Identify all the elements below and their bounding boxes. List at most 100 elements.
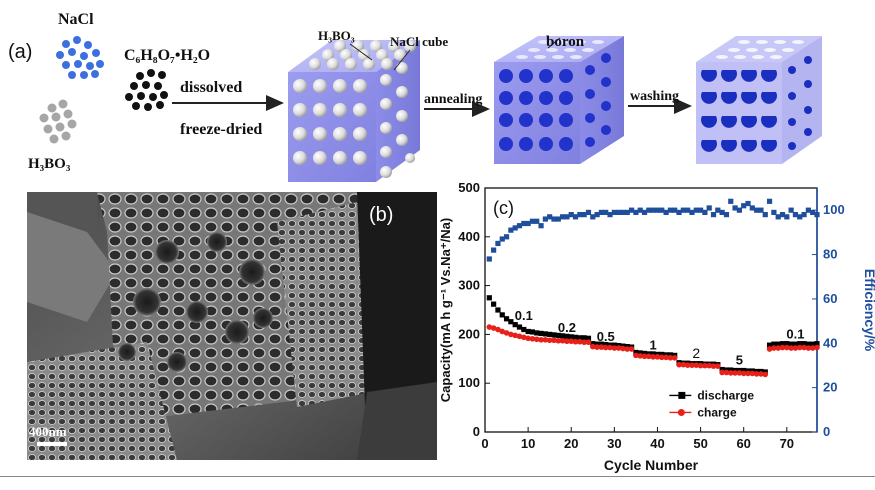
point-charge (533, 336, 540, 343)
point-efficiency (564, 214, 570, 220)
porous-boron-cube (696, 36, 822, 164)
point-charge (602, 344, 609, 351)
point-efficiency (616, 209, 622, 215)
annealing-label: annealing (424, 92, 482, 107)
point-charge (512, 332, 518, 339)
nacl-cube-label: NaCl cube (390, 34, 448, 49)
point-efficiency (499, 236, 505, 242)
point-efficiency (508, 227, 514, 233)
point-charge (611, 345, 618, 351)
point-efficiency (491, 247, 497, 253)
point-discharge (741, 367, 747, 374)
y-tick-label: 100 (458, 375, 480, 390)
point-discharge (564, 333, 570, 339)
point-discharge (529, 329, 536, 335)
point-charge (753, 371, 760, 377)
point-discharge (555, 332, 561, 338)
point-charge (745, 370, 751, 377)
point-charge (697, 362, 704, 369)
point-discharge (560, 333, 566, 339)
point-efficiency (788, 207, 794, 213)
rate-label: 0.1 (515, 308, 533, 323)
point-charge (814, 344, 820, 351)
point-discharge (611, 342, 617, 348)
point-efficiency (667, 207, 674, 213)
point-discharge (797, 341, 803, 347)
point-discharge (784, 341, 790, 347)
point-efficiency (801, 212, 807, 218)
point-efficiency (732, 205, 738, 211)
point-efficiency (547, 214, 553, 220)
point-efficiency (529, 218, 536, 224)
y2-tick-label: 40 (823, 335, 837, 350)
sem-micrograph (27, 192, 437, 460)
y-tick-label: 0 (473, 424, 480, 439)
point-efficiency (590, 214, 596, 220)
point-charge (658, 354, 665, 361)
point-efficiency (641, 209, 648, 215)
point-efficiency (784, 214, 790, 220)
panel-c-chart: 0 10 20 30 40 50 60 70 0 100 200 300 400 500 0 20 40 60 80… (437, 180, 875, 485)
point-efficiency (628, 207, 635, 213)
nacl-label: NaCl (58, 11, 94, 28)
point-discharge (766, 342, 773, 348)
point-charge (784, 344, 790, 351)
point-discharge (667, 352, 674, 358)
point-charge (710, 363, 717, 369)
point-charge (646, 353, 652, 360)
point-discharge (792, 341, 799, 347)
point-efficiency (581, 212, 587, 218)
legend-charge-marker (677, 408, 685, 416)
point-charge (508, 331, 514, 338)
point-charge (771, 345, 777, 351)
point-charge (723, 369, 730, 376)
point-charge (775, 345, 781, 351)
rate-label: 5 (736, 353, 743, 368)
point-discharge (525, 328, 531, 335)
plot-frame (484, 187, 818, 433)
x-tick-label: 50 (693, 436, 707, 451)
point-efficiency (805, 207, 811, 213)
point-charge (559, 337, 566, 344)
point-charge (598, 344, 605, 350)
point-charge (715, 363, 721, 369)
point-discharge (633, 349, 639, 356)
point-charge (633, 352, 639, 359)
point-discharge (538, 330, 544, 337)
x-axis-label: Cycle Number (604, 457, 699, 473)
y2-tick-label: 20 (823, 380, 837, 395)
y2-tick-label: 80 (823, 247, 837, 262)
x-tick-label: 30 (607, 436, 621, 451)
citric-acid-label: C₆H₈O₇•H₂O (124, 47, 210, 64)
point-efficiency (555, 216, 561, 222)
point-charge (495, 326, 501, 333)
point-charge (551, 337, 557, 344)
point-efficiency (723, 212, 730, 218)
point-discharge (486, 295, 492, 301)
h3bo3-label: H₃BO₃ (28, 156, 71, 172)
point-discharge (728, 367, 734, 373)
point-efficiency (620, 209, 626, 215)
point-charge (589, 343, 596, 350)
y2-tick-label: 0 (823, 424, 830, 439)
point-charge (684, 362, 691, 368)
point-discharge (547, 331, 553, 337)
point-charge (762, 371, 769, 378)
point-efficiency (560, 214, 566, 220)
point-charge (572, 338, 579, 345)
legend-discharge-marker (678, 391, 686, 399)
point-charge (693, 362, 700, 368)
legend-charge-label: charge (697, 405, 737, 419)
point-charge (628, 346, 635, 352)
point-discharge (572, 334, 579, 340)
point-discharge (650, 351, 656, 357)
point-charge (499, 328, 506, 335)
point-efficiency (551, 216, 557, 222)
point-discharge (521, 326, 527, 333)
point-discharge (810, 341, 816, 347)
nacl-particles (56, 36, 104, 79)
point-efficiency (624, 209, 630, 215)
point-discharge (534, 330, 540, 336)
point-charge (637, 353, 644, 359)
annealed-cube (494, 36, 624, 164)
